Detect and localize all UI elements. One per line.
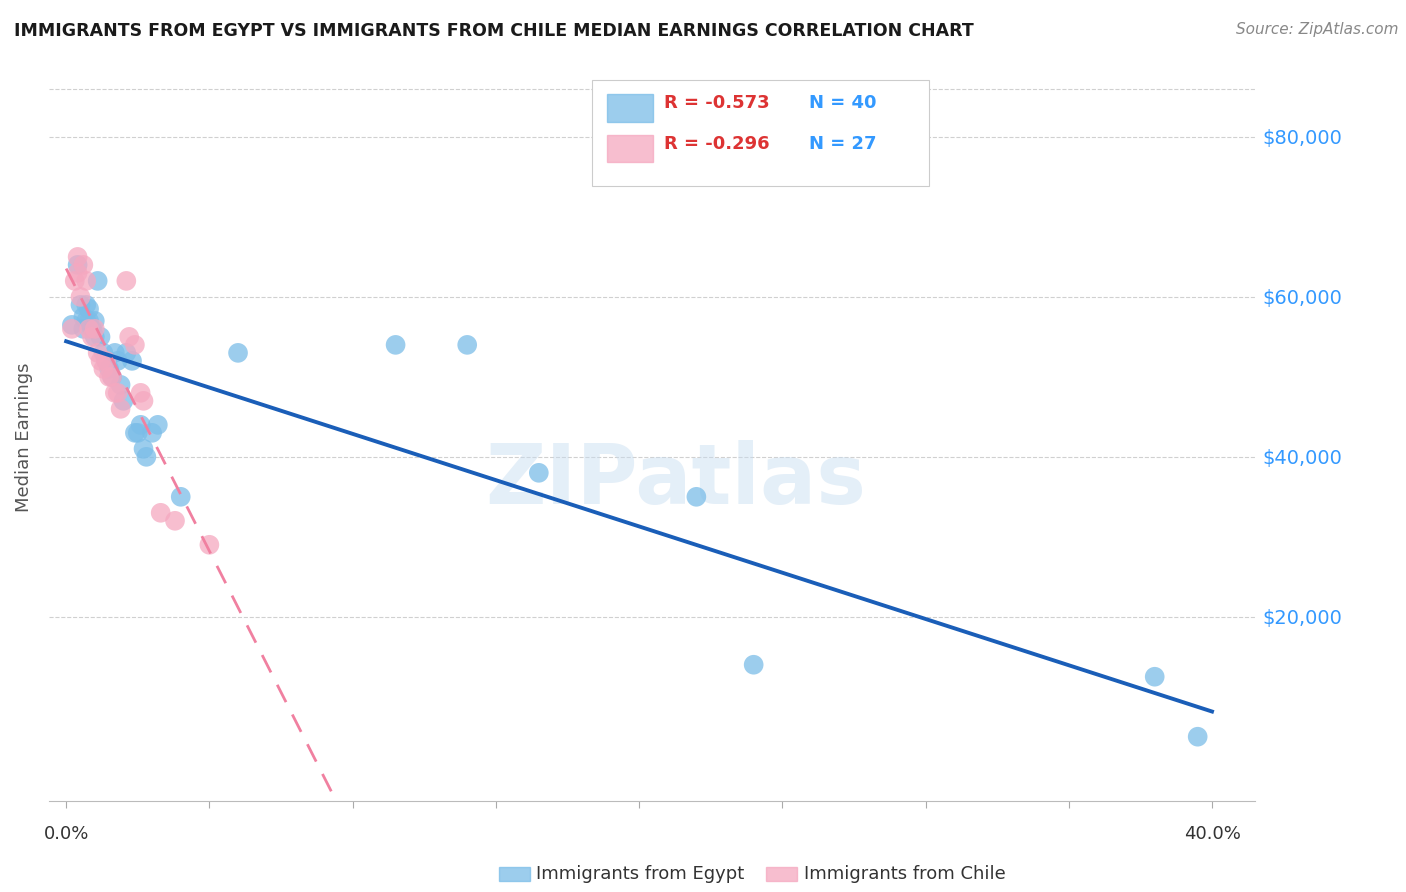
Point (77, 314, 100, 328)
Point (384, 338, 406, 352)
Point (132, 393, 155, 408)
Point (115, 274, 138, 288)
Point (124, 425, 146, 440)
Point (129, 385, 152, 400)
Point (93, 362, 115, 376)
Point (742, 657, 765, 672)
Point (90, 330, 112, 344)
Point (75, 274, 97, 288)
Point (107, 385, 129, 400)
Point (86, 346, 108, 360)
Point (104, 346, 127, 360)
Text: N = 40: N = 40 (808, 94, 876, 112)
Point (66, 266, 89, 280)
Point (60, 318, 83, 332)
Point (132, 442, 155, 456)
Text: 0.0%: 0.0% (44, 825, 89, 843)
Point (69, 290, 91, 304)
Text: ZIPatlas: ZIPatlas (485, 440, 866, 521)
Point (149, 506, 172, 520)
Point (110, 401, 132, 416)
Text: Immigrants from Chile: Immigrants from Chile (804, 865, 1005, 883)
Bar (607, 94, 654, 121)
Point (170, 490, 193, 504)
Y-axis label: Median Earnings: Median Earnings (15, 362, 32, 512)
Point (96, 354, 118, 368)
Point (198, 538, 221, 552)
Point (75, 314, 97, 328)
Point (121, 354, 143, 368)
Point (1187, 730, 1209, 744)
Point (163, 514, 186, 528)
Point (98, 369, 121, 384)
Point (72, 322, 94, 336)
Point (83, 330, 105, 344)
Text: R = -0.573: R = -0.573 (664, 94, 769, 112)
Text: Immigrants from Egypt: Immigrants from Egypt (536, 865, 744, 883)
Point (135, 450, 157, 464)
Text: R = -0.296: R = -0.296 (664, 135, 769, 153)
Point (456, 338, 478, 352)
Point (66, 258, 89, 272)
Point (96, 354, 118, 368)
Bar (607, 135, 654, 162)
Point (72, 258, 94, 272)
Point (83, 322, 105, 336)
Point (83, 314, 105, 328)
Text: Source: ZipAtlas.com: Source: ZipAtlas.com (1236, 22, 1399, 37)
Point (107, 354, 129, 368)
Point (118, 330, 141, 344)
Point (98, 362, 121, 376)
Point (101, 369, 124, 384)
FancyBboxPatch shape (592, 80, 929, 186)
Point (75, 298, 97, 312)
Point (104, 385, 127, 400)
Point (90, 354, 112, 368)
Point (69, 298, 91, 312)
Point (141, 425, 163, 440)
Point (685, 490, 707, 504)
Point (80, 330, 103, 344)
Point (93, 346, 115, 360)
Point (101, 369, 124, 384)
Point (1143, 670, 1166, 684)
Point (226, 346, 249, 360)
Point (72, 310, 94, 324)
Point (66, 250, 89, 264)
Point (77, 301, 100, 316)
Point (86, 274, 108, 288)
Point (129, 417, 152, 432)
Point (146, 417, 169, 432)
Text: IMMIGRANTS FROM EGYPT VS IMMIGRANTS FROM CHILE MEDIAN EARNINGS CORRELATION CHART: IMMIGRANTS FROM EGYPT VS IMMIGRANTS FROM… (14, 22, 974, 40)
Point (60, 322, 83, 336)
Point (110, 377, 132, 392)
Point (115, 346, 138, 360)
Point (112, 393, 135, 408)
Text: 40.0%: 40.0% (1184, 825, 1240, 843)
Point (77, 322, 100, 336)
Point (63, 274, 86, 288)
Point (127, 425, 149, 440)
Point (80, 322, 103, 336)
Point (124, 338, 146, 352)
Point (527, 466, 550, 480)
Text: N = 27: N = 27 (808, 135, 876, 153)
